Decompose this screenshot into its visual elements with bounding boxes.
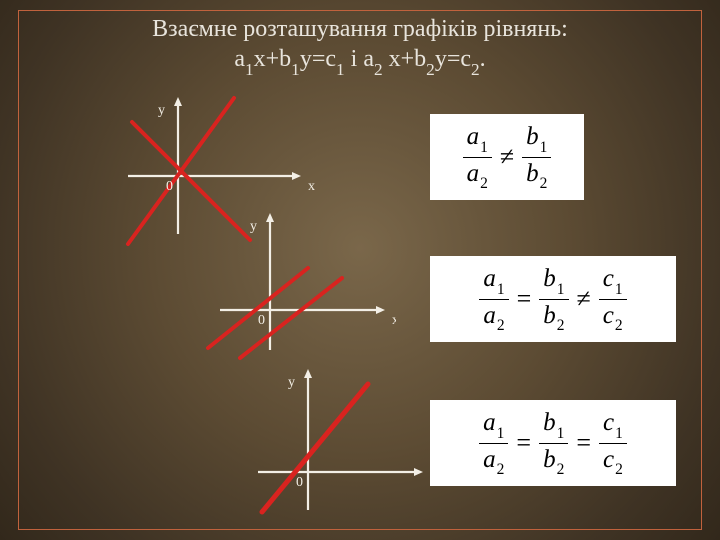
formula-row: a1a2=b1b2=c1c2 bbox=[430, 400, 676, 486]
t-b1: b bbox=[279, 46, 291, 72]
fraction: a1a2 bbox=[463, 124, 492, 190]
diagram-svg: 0xу bbox=[236, 362, 436, 522]
fraction-num: c1 bbox=[599, 266, 627, 299]
fraction-den: c2 bbox=[599, 443, 627, 477]
diagram-2: 0 x у bbox=[196, 208, 396, 368]
fraction-num: c1 bbox=[599, 410, 627, 443]
svg-text:у: у bbox=[288, 375, 295, 390]
fraction-den: b2 bbox=[539, 443, 568, 477]
fraction-num: a1 bbox=[463, 124, 492, 157]
svg-text:0: 0 bbox=[258, 313, 265, 328]
t-a2s: 2 bbox=[374, 60, 383, 79]
fraction: b1b2 bbox=[522, 124, 551, 190]
fraction: c1c2 bbox=[599, 266, 627, 332]
fraction-den: a2 bbox=[463, 157, 492, 191]
fraction: b1b2 bbox=[539, 410, 568, 476]
neq-op: ≠ bbox=[569, 286, 599, 312]
svg-text:x: x bbox=[392, 313, 396, 328]
t-x1: x bbox=[254, 46, 266, 72]
t-y2: y bbox=[435, 46, 447, 72]
fraction-den: a2 bbox=[479, 443, 508, 477]
t-x2: x bbox=[389, 46, 401, 72]
fraction: a1a2 bbox=[479, 410, 508, 476]
page-title: Взаємне розташування графіків рівнянь: а… bbox=[0, 14, 720, 77]
t-and: і bbox=[345, 46, 364, 72]
t-b2s: 2 bbox=[426, 60, 435, 79]
equals-op: = bbox=[508, 430, 539, 456]
fraction: a1a2 bbox=[479, 266, 508, 332]
fraction-num: a1 bbox=[479, 266, 508, 299]
formula-2: a1a2=b1b2≠c1c2 bbox=[430, 256, 676, 342]
t-c2s: 2 bbox=[471, 60, 480, 79]
formula-3: a1a2=b1b2=c1c2 bbox=[430, 400, 676, 486]
t-a1: а bbox=[234, 46, 245, 72]
fraction-den: a2 bbox=[479, 299, 508, 333]
formula-row: a1a2=b1b2≠c1c2 bbox=[430, 256, 676, 342]
equals-op: = bbox=[509, 286, 540, 312]
svg-text:0: 0 bbox=[166, 179, 173, 194]
fraction-num: b1 bbox=[522, 124, 551, 157]
t-a2: а bbox=[363, 46, 374, 72]
formula-1: a1a2≠b1b2 bbox=[430, 114, 584, 200]
t-c2: c bbox=[460, 46, 471, 72]
t-c1: c bbox=[325, 46, 336, 72]
fraction: b1b2 bbox=[539, 266, 568, 332]
t-dot: . bbox=[480, 46, 486, 72]
t-c1s: 1 bbox=[336, 60, 345, 79]
t-y1: y bbox=[300, 46, 312, 72]
diagram-3: 0xу bbox=[236, 362, 436, 522]
fraction-num: b1 bbox=[539, 266, 568, 299]
equals-op: = bbox=[568, 430, 599, 456]
fraction-den: c2 bbox=[599, 299, 627, 333]
neq-op: ≠ bbox=[492, 144, 522, 170]
fraction-num: b1 bbox=[539, 410, 568, 443]
fraction-num: a1 bbox=[479, 410, 508, 443]
diagram-svg: 0 x у bbox=[196, 208, 396, 368]
t-a1s: 1 bbox=[245, 60, 254, 79]
svg-text:x: x bbox=[308, 179, 315, 194]
slide: Взаємне розташування графіків рівнянь: а… bbox=[0, 0, 720, 540]
fraction-den: b2 bbox=[522, 157, 551, 191]
svg-text:у: у bbox=[158, 103, 165, 118]
title-line1: Взаємне розташування графіків рівнянь: bbox=[152, 16, 568, 42]
svg-text:у: у bbox=[250, 219, 257, 234]
svg-text:0: 0 bbox=[296, 475, 303, 490]
formula-row: a1a2≠b1b2 bbox=[430, 114, 584, 200]
title-equation: а1x+b1y=c1 і а2 x+b2y=c2. bbox=[234, 46, 485, 72]
fraction-den: b2 bbox=[539, 299, 568, 333]
t-b2: b bbox=[414, 46, 426, 72]
t-b1s: 1 bbox=[291, 60, 300, 79]
fraction: c1c2 bbox=[599, 410, 627, 476]
